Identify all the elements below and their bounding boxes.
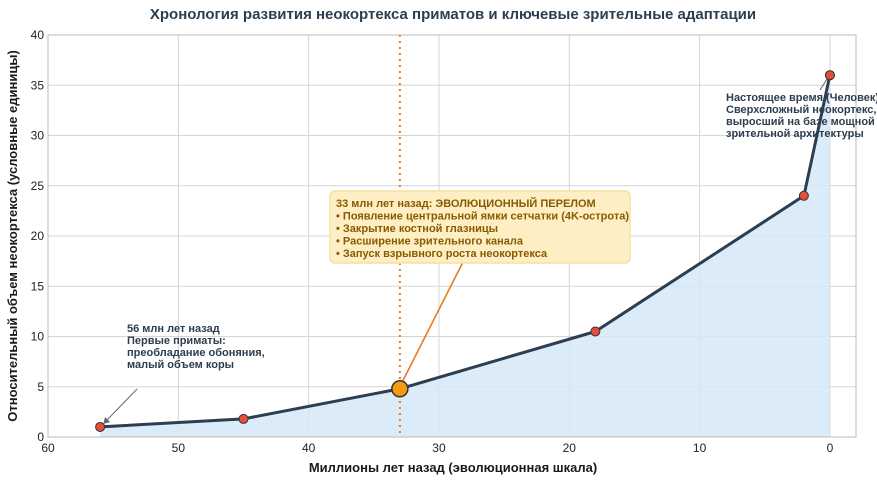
- tick-labels: 60 50 40 30 20 10 0 0 5 10 15 20 25 30 35 40: [31, 28, 834, 455]
- y-tick-label: 15: [31, 279, 45, 293]
- annotation-start-line: Первые приматы:: [127, 335, 226, 347]
- data-point: [798, 190, 809, 201]
- chart-title: Хронология развития неокортекса приматов…: [150, 6, 756, 23]
- y-tick-label: 30: [31, 129, 45, 143]
- series-line: [100, 74, 832, 429]
- plot-frame: [47, 34, 857, 438]
- annotation-box-line: 33 млн лет назад: ЭВОЛЮЦИОННЫЙ ПЕРЕЛОМ: [336, 197, 596, 210]
- annotation-box-line: • Закрытие костной глазницы: [336, 223, 498, 235]
- data-point: [824, 70, 835, 81]
- annotation-start-line: 56 млн лет назад: [127, 323, 220, 335]
- data-point: [95, 421, 106, 432]
- annotation-arrow: [819, 78, 828, 91]
- annotation-start-line: малый объем коры: [127, 359, 234, 371]
- y-tick-label: 0: [37, 430, 44, 444]
- x-tick-label: 20: [563, 441, 577, 455]
- annotation-present-line: выросший на базе мощной: [726, 116, 875, 128]
- x-tick-label: 30: [432, 441, 446, 455]
- x-tick-label: 60: [41, 441, 55, 455]
- annotation-connector: [402, 261, 464, 382]
- y-tick-label: 35: [31, 78, 45, 92]
- highlight-point: [391, 380, 409, 398]
- annotation-present-line: зрительной архитектуры: [726, 128, 864, 140]
- y-tick-label: 40: [31, 28, 45, 42]
- y-tick-label: 5: [37, 380, 44, 394]
- annotation-present-line: Сверхсложный неокортекс,: [726, 104, 876, 116]
- y-tick-label: 10: [31, 330, 45, 344]
- annotation-arrow: [103, 388, 138, 424]
- annotation-box-line: • Запуск взрывного роста неокортекса: [336, 248, 548, 260]
- data-point: [590, 326, 601, 337]
- x-tick-label: 40: [302, 441, 316, 455]
- annotation-box: [329, 190, 631, 264]
- data-point: [238, 413, 249, 424]
- x-tick-label: 50: [172, 441, 186, 455]
- annotation-box-line: • Расширение зрительного канала: [336, 236, 524, 248]
- x-tick-label: 0: [827, 441, 834, 455]
- annotation-box-line: • Появление центральной ямки сетчатки (4…: [336, 211, 629, 223]
- annotation-present-line: Настоящее время (Человек): [726, 92, 877, 104]
- y-tick-label: 20: [31, 229, 45, 243]
- x-tick-label: 10: [693, 441, 707, 455]
- annotation-start-line: преобладание обоняния,: [127, 347, 265, 359]
- y-axis-label: Относительный объем неокортекса (условны…: [5, 50, 20, 422]
- x-axis-label: Миллионы лет назад (эволюционная шкала): [309, 460, 597, 475]
- area-fill: [100, 75, 830, 437]
- annotation-arrowhead: [103, 416, 111, 424]
- y-tick-label: 25: [31, 179, 45, 193]
